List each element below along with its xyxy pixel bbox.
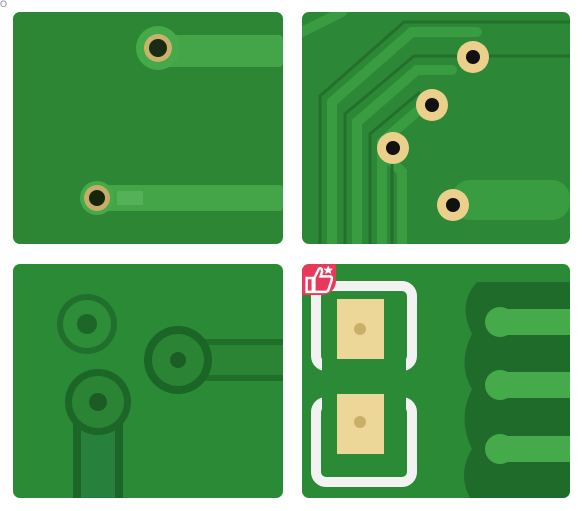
pcb-photo-bottom-left [13, 264, 283, 498]
pcb-photo-top-left [13, 12, 283, 244]
pcb-photo-top-right [302, 12, 570, 244]
pcb-tile-bottom-right [302, 264, 570, 498]
thumbs-up-icon [305, 265, 334, 294]
pcb-tile-top-left [13, 12, 283, 244]
thumbs-up-badge [302, 264, 336, 295]
pcb-photo-bottom-right [302, 264, 570, 498]
pcb-tile-bottom-left [13, 264, 283, 498]
pcb-tile-top-right [302, 12, 570, 244]
corner-mark: O [0, 0, 8, 9]
